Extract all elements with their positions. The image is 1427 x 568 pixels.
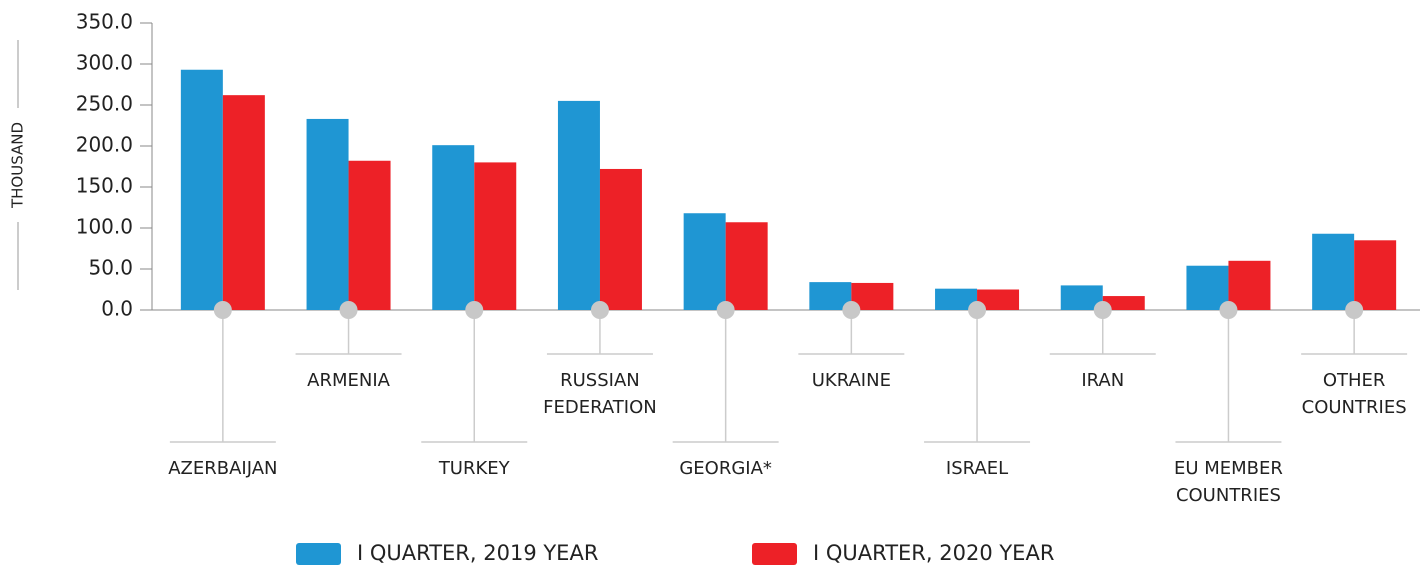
axis-dot — [1219, 301, 1238, 319]
y-tick-label: 200.0 — [76, 133, 133, 157]
bar — [222, 95, 265, 310]
x-tick-label: OTHER COUNTRIES — [1302, 370, 1407, 418]
bar — [725, 222, 768, 310]
axis-dot — [1093, 301, 1112, 319]
axis-dot — [1345, 301, 1364, 319]
axis-dot — [842, 301, 861, 319]
bar — [1354, 240, 1397, 310]
x-tick-label: GEORGIA* — [679, 458, 772, 479]
bar — [1228, 260, 1271, 310]
bar — [180, 69, 223, 311]
axis-dot — [716, 301, 735, 319]
y-tick-label: 50.0 — [88, 256, 133, 280]
axis-dot — [590, 301, 609, 319]
y-tick-label: 350.0 — [76, 10, 133, 34]
y-axis-label: THOUSAND — [9, 122, 27, 209]
bar — [432, 145, 475, 310]
x-tick-label: IRAN — [1081, 370, 1124, 391]
bar — [977, 289, 1020, 310]
legend-swatch — [752, 543, 797, 565]
x-tick-label: ARMENIA — [307, 370, 390, 391]
x-tick-label: RUSSIAN FEDERATION — [543, 370, 657, 418]
bar — [1186, 265, 1229, 310]
bar — [306, 118, 349, 310]
bar — [1312, 233, 1355, 310]
axis-dot — [213, 301, 232, 319]
legend-swatch — [296, 543, 341, 565]
legend-label: I QUARTER, 2019 YEAR — [357, 541, 598, 565]
x-tick-label: AZERBAIJAN — [168, 458, 277, 479]
y-tick-label: 250.0 — [76, 92, 133, 116]
y-tick-label: 300.0 — [76, 51, 133, 75]
x-tick-label: TURKEY — [438, 458, 511, 479]
bar — [599, 168, 642, 310]
axis-dot — [465, 301, 484, 319]
axis-dot — [339, 301, 358, 319]
x-tick-label: EU MEMBER COUNTRIES — [1174, 458, 1283, 506]
y-tick-label: 150.0 — [76, 174, 133, 198]
x-tick-label: ISRAEL — [946, 458, 1008, 479]
y-tick-label: 100.0 — [76, 215, 133, 239]
bar — [683, 213, 726, 310]
bar — [1102, 296, 1145, 310]
bar — [474, 162, 517, 310]
bar — [935, 288, 978, 310]
y-tick-label: 0.0 — [101, 297, 133, 321]
legend-label: I QUARTER, 2020 YEAR — [813, 541, 1054, 565]
bar — [557, 100, 600, 311]
bar — [348, 160, 391, 310]
axis-dot — [968, 301, 987, 319]
x-tick-label: UKRAINE — [812, 370, 891, 391]
